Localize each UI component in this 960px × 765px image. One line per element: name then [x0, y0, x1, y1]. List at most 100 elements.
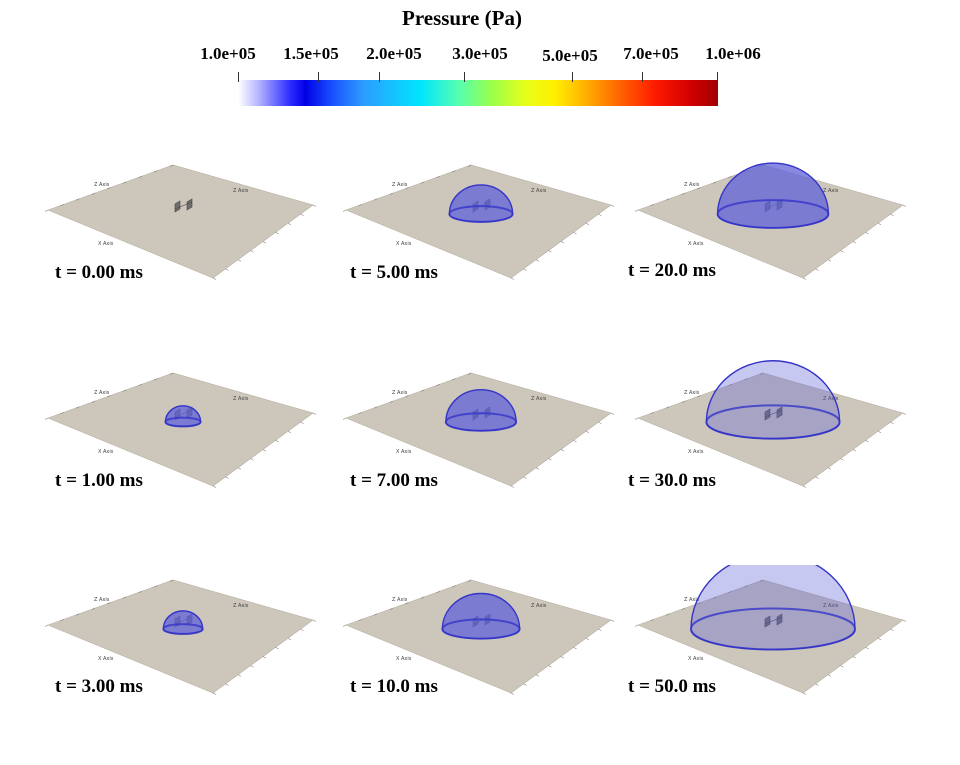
axis-tick — [154, 378, 158, 381]
axis-tick — [287, 431, 292, 433]
obstacle-block — [174, 198, 193, 213]
axis-tick — [877, 431, 882, 433]
axis-tick — [610, 412, 615, 415]
axis-tick — [865, 232, 869, 235]
axis-tick — [815, 268, 819, 271]
axis-tick — [312, 619, 317, 622]
axis-tick — [250, 250, 254, 253]
z-axis-label: Z Axis — [531, 396, 547, 402]
axis-tick — [697, 187, 701, 190]
z-axis-label: Z Axis — [684, 597, 700, 603]
time-label: t = 3.00 ms — [55, 676, 143, 697]
axis-tick — [212, 692, 217, 695]
z-axis-label: Z Axis — [233, 603, 249, 609]
axis-tick — [389, 192, 393, 195]
obstacle-block — [764, 613, 783, 628]
axis-tick — [76, 613, 80, 616]
axis-tick — [358, 412, 362, 415]
x-axis-label: X Axis — [98, 656, 114, 662]
z-axis-label: Z Axis — [392, 182, 408, 188]
axis-tick — [275, 232, 279, 235]
axis-tick — [902, 204, 907, 207]
x-axis-label: X Axis — [688, 656, 704, 662]
axis-tick — [138, 176, 142, 178]
obstacle-block — [764, 406, 783, 421]
axis-tick — [169, 164, 174, 167]
x-axis-label: X Axis — [396, 241, 412, 247]
axis-tick — [890, 213, 894, 216]
axis-tick — [421, 181, 425, 184]
x-axis-label: X Axis — [688, 449, 704, 455]
axis-tick — [759, 372, 764, 375]
axis-tick — [598, 213, 602, 216]
z-axis-label: Z Axis — [823, 188, 839, 194]
axis-tick — [342, 209, 347, 212]
axis-tick — [405, 395, 409, 398]
axis-tick — [713, 596, 717, 599]
colorbar-tick — [642, 72, 643, 82]
axis-tick — [802, 485, 807, 488]
axis-tick — [225, 683, 229, 686]
axis-tick — [560, 241, 565, 244]
axis-tick — [573, 232, 577, 235]
colorbar-tick — [318, 72, 319, 82]
axis-tick — [358, 204, 362, 207]
time-label: t = 1.00 ms — [55, 470, 143, 491]
colorbar-tick-label: 1.0e+06 — [705, 44, 761, 63]
axis-tick — [374, 613, 378, 616]
axis-tick — [713, 181, 717, 184]
axis-tick — [697, 602, 701, 605]
axis-tick — [300, 421, 304, 424]
axis-tick — [523, 683, 527, 686]
axis-tick — [865, 647, 869, 650]
axis-tick — [840, 250, 844, 253]
axis-tick — [107, 187, 111, 190]
axis-tick — [60, 619, 64, 622]
axis-tick — [123, 389, 127, 392]
dome-rim — [444, 412, 518, 432]
dome-rim — [441, 618, 521, 640]
pressure-colorbar — [238, 72, 718, 106]
axis-tick — [510, 692, 515, 695]
axis-tick — [138, 384, 142, 386]
axis-tick — [650, 412, 654, 415]
axis-tick — [890, 628, 894, 631]
axis-tick — [107, 395, 111, 398]
axis-tick — [44, 624, 49, 627]
axis-tick — [312, 204, 317, 207]
x-axis-label: X Axis — [396, 656, 412, 662]
axis-tick — [744, 378, 748, 381]
axis-tick — [585, 638, 590, 640]
axis-tick — [44, 209, 49, 212]
snapshot-scene: Z Axis X Axis Z Axis — [342, 372, 615, 488]
colorbar-tick — [379, 72, 380, 82]
dome-rim — [716, 199, 830, 229]
axis-tick — [60, 412, 64, 415]
pressure-wave-dome — [705, 360, 841, 440]
z-axis-label: Z Axis — [823, 396, 839, 402]
axis-tick — [815, 683, 819, 686]
axis-tick — [697, 395, 701, 398]
axis-tick — [728, 384, 732, 386]
axis-tick — [650, 619, 654, 622]
z-axis-label: Z Axis — [233, 396, 249, 402]
axis-tick — [548, 250, 552, 253]
axis-tick — [452, 170, 456, 173]
axis-tick — [802, 692, 807, 695]
axis-tick — [452, 585, 456, 588]
snapshot-scene: Z Axis X Axis Z Axis — [44, 372, 317, 488]
axis-tick — [76, 406, 80, 409]
axis-tick — [877, 223, 882, 225]
axis-tick — [827, 674, 832, 677]
time-label: t = 10.0 ms — [350, 676, 438, 697]
axis-tick — [467, 372, 472, 375]
axis-tick — [852, 241, 857, 244]
axis-tick — [598, 628, 602, 631]
z-axis-label: Z Axis — [233, 188, 249, 194]
colorbar-title: Pressure (Pa) — [402, 6, 522, 30]
axis-tick — [389, 400, 393, 403]
axis-tick — [212, 485, 217, 488]
axis-tick — [759, 579, 764, 582]
axis-tick — [374, 406, 378, 409]
x-axis-label: X Axis — [688, 241, 704, 247]
